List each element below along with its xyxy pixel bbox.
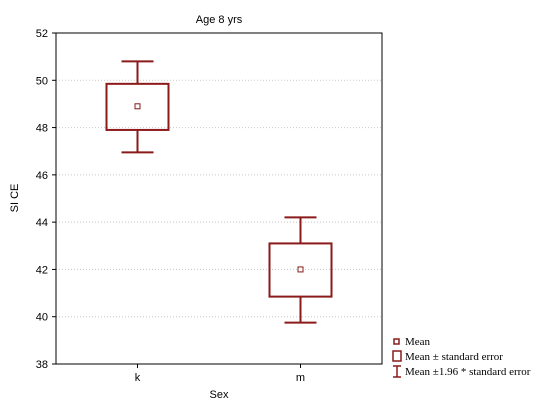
legend-item: Mean ±1.96 * standard error	[393, 365, 531, 378]
x-tick-label: k	[135, 372, 141, 384]
x-tick-label: m	[296, 372, 305, 384]
legend-label: Mean	[405, 336, 431, 348]
boxes	[105, 60, 333, 324]
y-tick-label: 44	[36, 217, 48, 229]
legend-label: Mean ±1.96 * standard error	[405, 366, 531, 378]
y-tick-label: 50	[36, 75, 48, 87]
x-axis-label: Sex	[210, 389, 229, 401]
se-box	[105, 82, 170, 131]
legend-mean-icon	[393, 338, 400, 345]
y-tick-label: 42	[36, 264, 48, 276]
chart-title: Age 8 yrs	[196, 14, 243, 26]
y-tick-label: 52	[36, 28, 48, 40]
y-tick-label: 38	[36, 359, 48, 371]
legend: Mean Mean ± standard error Mean ±1.96 * st…	[392, 336, 531, 378]
legend-box-icon	[392, 350, 402, 362]
box-k	[105, 60, 170, 154]
mean-point	[297, 266, 304, 273]
y-tick-label: 48	[36, 123, 48, 135]
legend-label: Mean ± standard error	[405, 351, 503, 363]
mean-point	[134, 103, 141, 110]
legend-item: Mean	[393, 336, 431, 348]
plot-frame	[55, 32, 383, 365]
y-tick-label: 40	[36, 312, 48, 324]
y-tick-label: 46	[36, 170, 48, 182]
y-axis-label: SI CE	[9, 184, 21, 213]
se-box	[268, 242, 333, 298]
legend-item: Mean ± standard error	[392, 350, 503, 363]
y-axis-ticks: 38 40 42 44 46 48 50 52	[36, 28, 56, 371]
grid-lines	[56, 79, 382, 318]
box-m	[268, 216, 333, 324]
